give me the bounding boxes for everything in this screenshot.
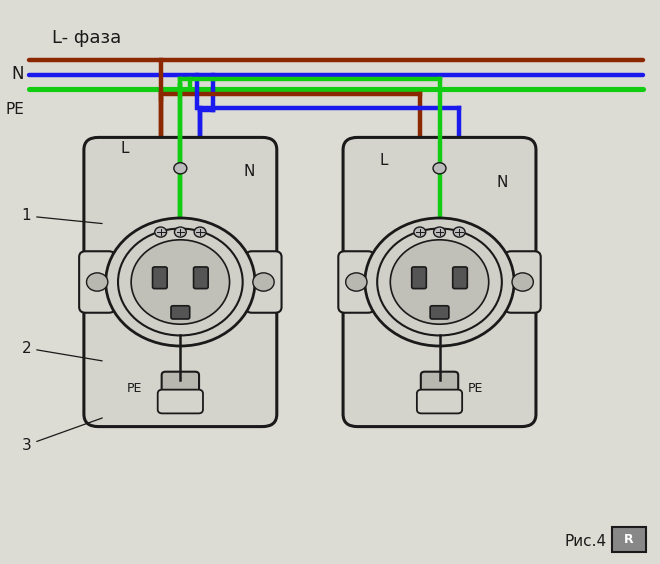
Circle shape — [377, 228, 502, 336]
FancyBboxPatch shape — [417, 390, 462, 413]
FancyBboxPatch shape — [343, 138, 536, 426]
FancyBboxPatch shape — [79, 251, 116, 313]
Circle shape — [433, 163, 446, 174]
Text: Рис.4: Рис.4 — [564, 535, 607, 549]
FancyBboxPatch shape — [84, 138, 277, 426]
Circle shape — [365, 218, 514, 346]
FancyBboxPatch shape — [171, 306, 189, 319]
FancyBboxPatch shape — [152, 267, 167, 289]
Circle shape — [174, 227, 186, 237]
Circle shape — [512, 273, 533, 291]
FancyBboxPatch shape — [612, 527, 646, 552]
FancyBboxPatch shape — [193, 267, 208, 289]
FancyBboxPatch shape — [412, 267, 426, 289]
Text: N: N — [244, 164, 255, 179]
Circle shape — [174, 163, 187, 174]
Circle shape — [106, 218, 255, 346]
Text: 2: 2 — [22, 341, 102, 361]
Text: PE: PE — [468, 382, 483, 395]
Text: L: L — [379, 153, 388, 168]
FancyBboxPatch shape — [430, 306, 449, 319]
Circle shape — [346, 273, 367, 291]
Circle shape — [86, 273, 108, 291]
Circle shape — [390, 240, 488, 324]
Text: PE: PE — [127, 382, 142, 395]
Circle shape — [253, 273, 274, 291]
FancyBboxPatch shape — [158, 390, 203, 413]
Text: L: L — [120, 142, 129, 156]
Circle shape — [118, 228, 243, 336]
Text: 3: 3 — [22, 418, 102, 453]
FancyBboxPatch shape — [421, 372, 458, 402]
Circle shape — [131, 240, 230, 324]
FancyBboxPatch shape — [162, 372, 199, 402]
FancyBboxPatch shape — [505, 251, 541, 313]
Text: N: N — [496, 175, 508, 190]
Circle shape — [194, 227, 206, 237]
Circle shape — [154, 227, 166, 237]
Circle shape — [453, 227, 465, 237]
Circle shape — [434, 227, 446, 237]
Text: PE: PE — [5, 102, 24, 117]
FancyBboxPatch shape — [339, 251, 374, 313]
Text: L- фаза: L- фаза — [52, 29, 121, 47]
FancyBboxPatch shape — [246, 251, 282, 313]
FancyBboxPatch shape — [453, 267, 467, 289]
Circle shape — [414, 227, 426, 237]
Text: R: R — [624, 533, 634, 546]
Text: N: N — [12, 65, 24, 83]
Text: 1: 1 — [22, 208, 102, 223]
